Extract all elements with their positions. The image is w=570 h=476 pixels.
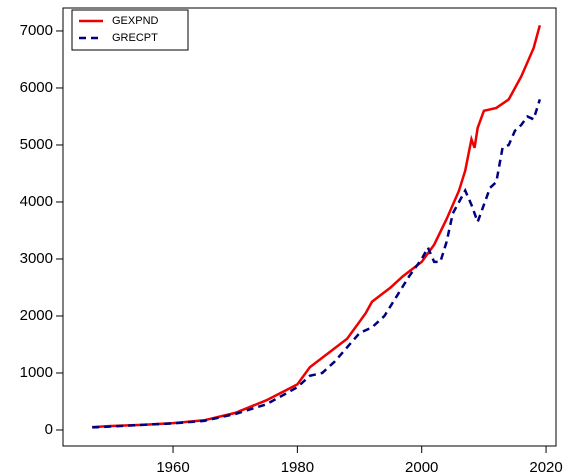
- x-tick-label: 2020: [529, 459, 562, 476]
- plot-frame: [62, 7, 557, 447]
- y-tick-label: 2000: [20, 307, 53, 324]
- y-tick-label: 3000: [20, 250, 53, 267]
- y-tick-label: 7000: [20, 22, 53, 39]
- y-tick-label: 1000: [20, 364, 53, 381]
- x-tick-label: 2000: [405, 459, 438, 476]
- y-tick-label: 6000: [20, 79, 53, 96]
- legend-label: GRECPT: [112, 32, 158, 44]
- x-tick-label: 1980: [281, 459, 314, 476]
- x-tick-label: 1960: [156, 459, 189, 476]
- y-tick-label: 5000: [20, 136, 53, 153]
- y-tick-label: 4000: [20, 193, 53, 210]
- legend-label: GEXPND: [112, 15, 159, 27]
- legend-box: [71, 9, 189, 51]
- y-tick-label: 0: [45, 421, 53, 438]
- series-line: [92, 24, 542, 429]
- series-line: [92, 99, 542, 429]
